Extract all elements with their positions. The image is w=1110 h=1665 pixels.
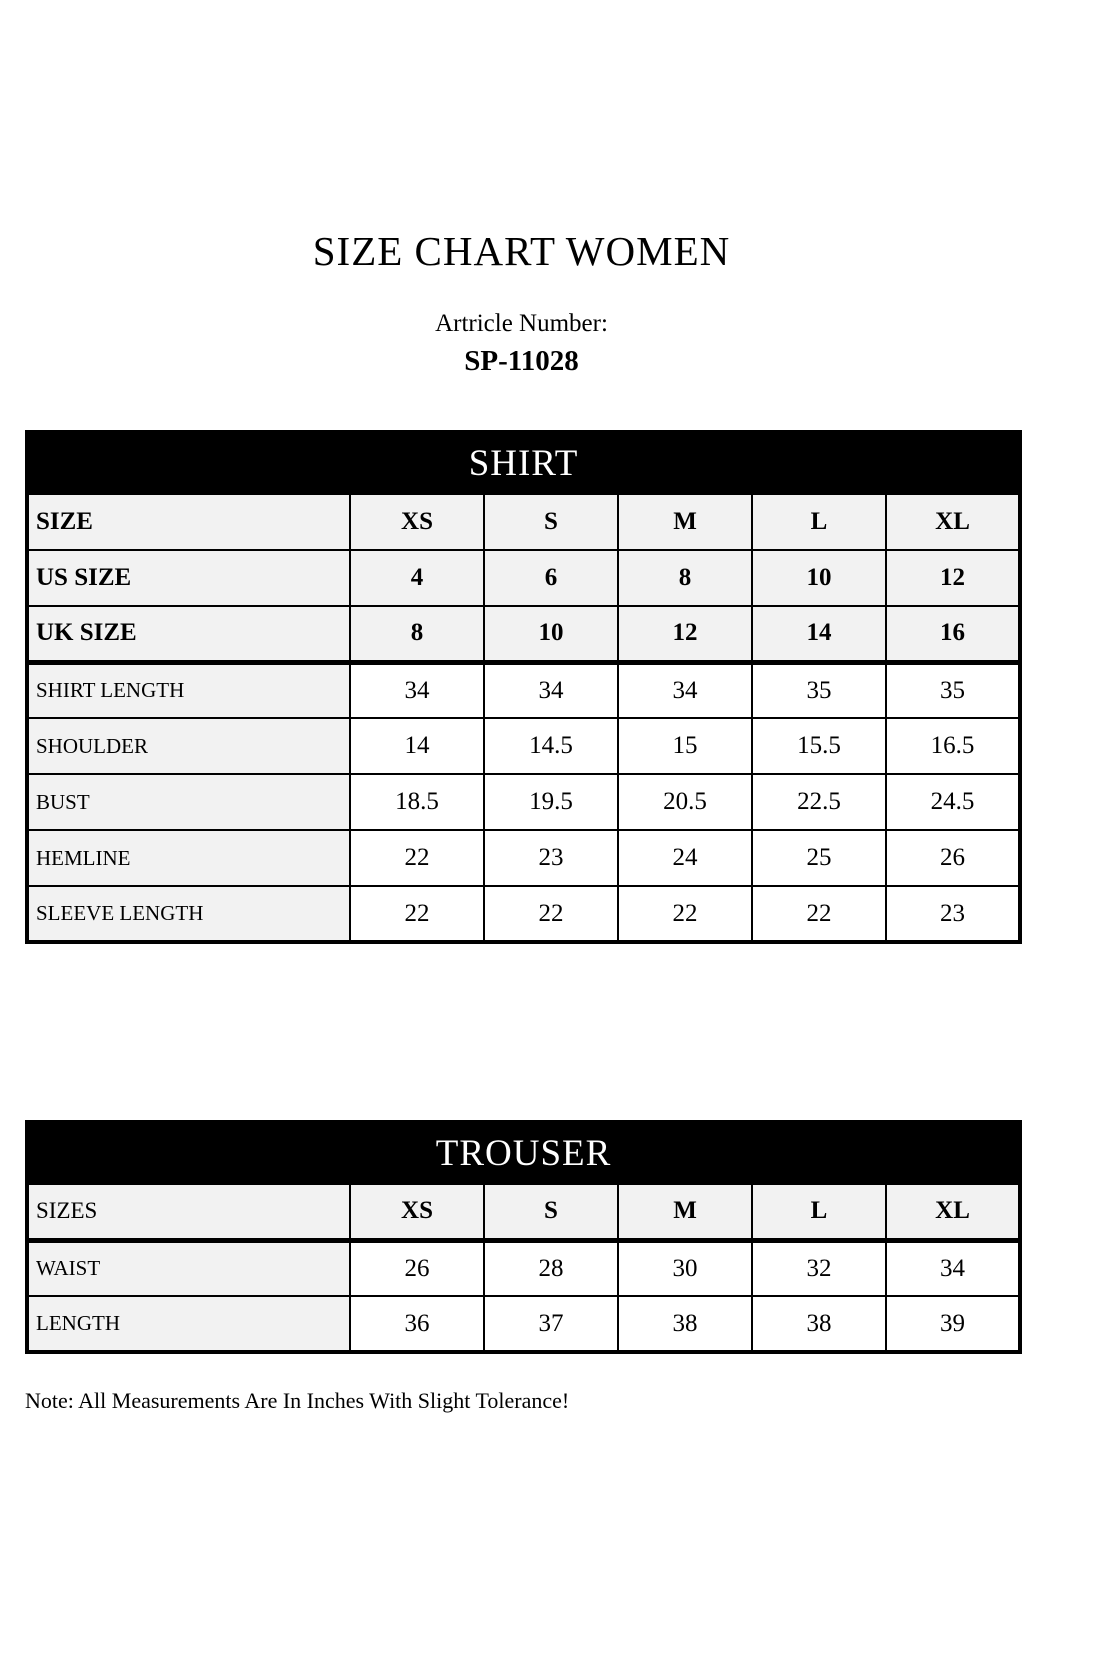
cell-value: 24.5 [884, 773, 1022, 831]
table-row-uk-size: UK SIZE 8 10 12 14 16 [26, 605, 1022, 665]
cell-value: XS [349, 493, 485, 551]
cell-value: 28 [483, 1239, 619, 1297]
cell-value: 6 [483, 549, 619, 607]
row-label: HEMLINE [26, 829, 351, 887]
table-row-sleeve-length: SLEEVE LENGTH 22 22 22 22 23 [26, 885, 1022, 943]
cell-value: XL [884, 1183, 1022, 1243]
cell-value: S [483, 1183, 619, 1243]
cell-value: 16.5 [884, 717, 1022, 775]
cell-value: 23 [483, 829, 619, 887]
row-label: SHOULDER [26, 717, 351, 775]
row-label: SIZES [26, 1183, 351, 1243]
cell-value: 14 [751, 605, 887, 665]
cell-value: 22 [349, 829, 485, 887]
row-label: BUST [26, 773, 351, 831]
cell-value: 14.5 [483, 717, 619, 775]
row-label: SLEEVE LENGTH [26, 885, 351, 943]
cell-value: L [751, 1183, 887, 1243]
cell-value: M [617, 493, 753, 551]
cell-value: 23 [884, 885, 1022, 943]
cell-value: 4 [349, 549, 485, 607]
cell-value: 36 [349, 1295, 485, 1353]
shirt-table-header-row: SHIRT [25, 431, 1022, 495]
cell-value: 34 [884, 1239, 1022, 1297]
cell-value: 22 [349, 885, 485, 943]
cell-value: 15 [617, 717, 753, 775]
cell-value: 26 [884, 829, 1022, 887]
trouser-table-title: TROUSER [25, 1121, 1022, 1185]
cell-value: 22 [751, 885, 887, 943]
row-label: SIZE [26, 493, 351, 551]
cell-value: 35 [751, 661, 887, 719]
page-title: SIZE CHART WOMEN [312, 228, 731, 274]
cell-value: M [617, 1183, 753, 1243]
table-row-size: SIZE XS S M L XL [26, 493, 1022, 551]
cell-value: 19.5 [483, 773, 619, 831]
table-row-bust: BUST 18.5 19.5 20.5 22.5 24.5 [26, 773, 1022, 831]
shirt-table-title: SHIRT [25, 431, 1022, 495]
article-number-label: Artricle Number: [435, 310, 608, 337]
table-row-shirt-length: SHIRT LENGTH 34 34 34 35 35 [26, 661, 1022, 719]
cell-value: 37 [483, 1295, 619, 1353]
cell-value: 22.5 [751, 773, 887, 831]
row-label: WAIST [26, 1239, 351, 1297]
table-row-length: LENGTH 36 37 38 38 39 [26, 1295, 1022, 1353]
table-row-waist: WAIST 26 28 30 32 34 [26, 1239, 1022, 1297]
cell-value: 38 [617, 1295, 753, 1353]
trouser-size-table: TROUSER SIZES XS S M L XL WAIST 26 28 30… [25, 1120, 1023, 1354]
cell-value: 38 [751, 1295, 887, 1353]
cell-value: S [483, 493, 619, 551]
cell-value: 10 [483, 605, 619, 665]
cell-value: 34 [483, 661, 619, 719]
cell-value: 25 [751, 829, 887, 887]
row-label: SHIRT LENGTH [26, 661, 351, 719]
cell-value: XS [349, 1183, 485, 1243]
shirt-size-table: SHIRT SIZE XS S M L XL US SIZE 4 6 8 10 … [25, 430, 1023, 944]
table-row-shoulder: SHOULDER 14 14.5 15 15.5 16.5 [26, 717, 1022, 775]
cell-value: 20.5 [617, 773, 753, 831]
table-row-hemline: HEMLINE 22 23 24 25 26 [26, 829, 1022, 887]
cell-value: L [751, 493, 887, 551]
cell-value: 39 [884, 1295, 1022, 1353]
cell-value: 18.5 [349, 773, 485, 831]
cell-value: XL [884, 493, 1022, 551]
cell-value: 8 [349, 605, 485, 665]
table-row-sizes: SIZES XS S M L XL [26, 1183, 1022, 1243]
row-label: LENGTH [26, 1295, 351, 1353]
row-label: US SIZE [26, 549, 351, 607]
cell-value: 8 [617, 549, 753, 607]
cell-value: 34 [349, 661, 485, 719]
measurements-note: Note: All Measurements Are In Inches Wit… [25, 1388, 570, 1413]
cell-value: 22 [617, 885, 753, 943]
row-label: UK SIZE [26, 605, 351, 665]
cell-value: 35 [884, 661, 1022, 719]
cell-value: 34 [617, 661, 753, 719]
cell-value: 14 [349, 717, 485, 775]
cell-value: 22 [483, 885, 619, 943]
table-row-us-size: US SIZE 4 6 8 10 12 [26, 549, 1022, 607]
cell-value: 10 [751, 549, 887, 607]
cell-value: 12 [617, 605, 753, 665]
cell-value: 15.5 [751, 717, 887, 775]
cell-value: 16 [884, 605, 1022, 665]
trouser-table-header-row: TROUSER [25, 1121, 1022, 1185]
cell-value: 12 [884, 549, 1022, 607]
article-number-value: SP-11028 [464, 345, 579, 377]
cell-value: 30 [617, 1239, 753, 1297]
cell-value: 32 [751, 1239, 887, 1297]
cell-value: 24 [617, 829, 753, 887]
cell-value: 26 [349, 1239, 485, 1297]
